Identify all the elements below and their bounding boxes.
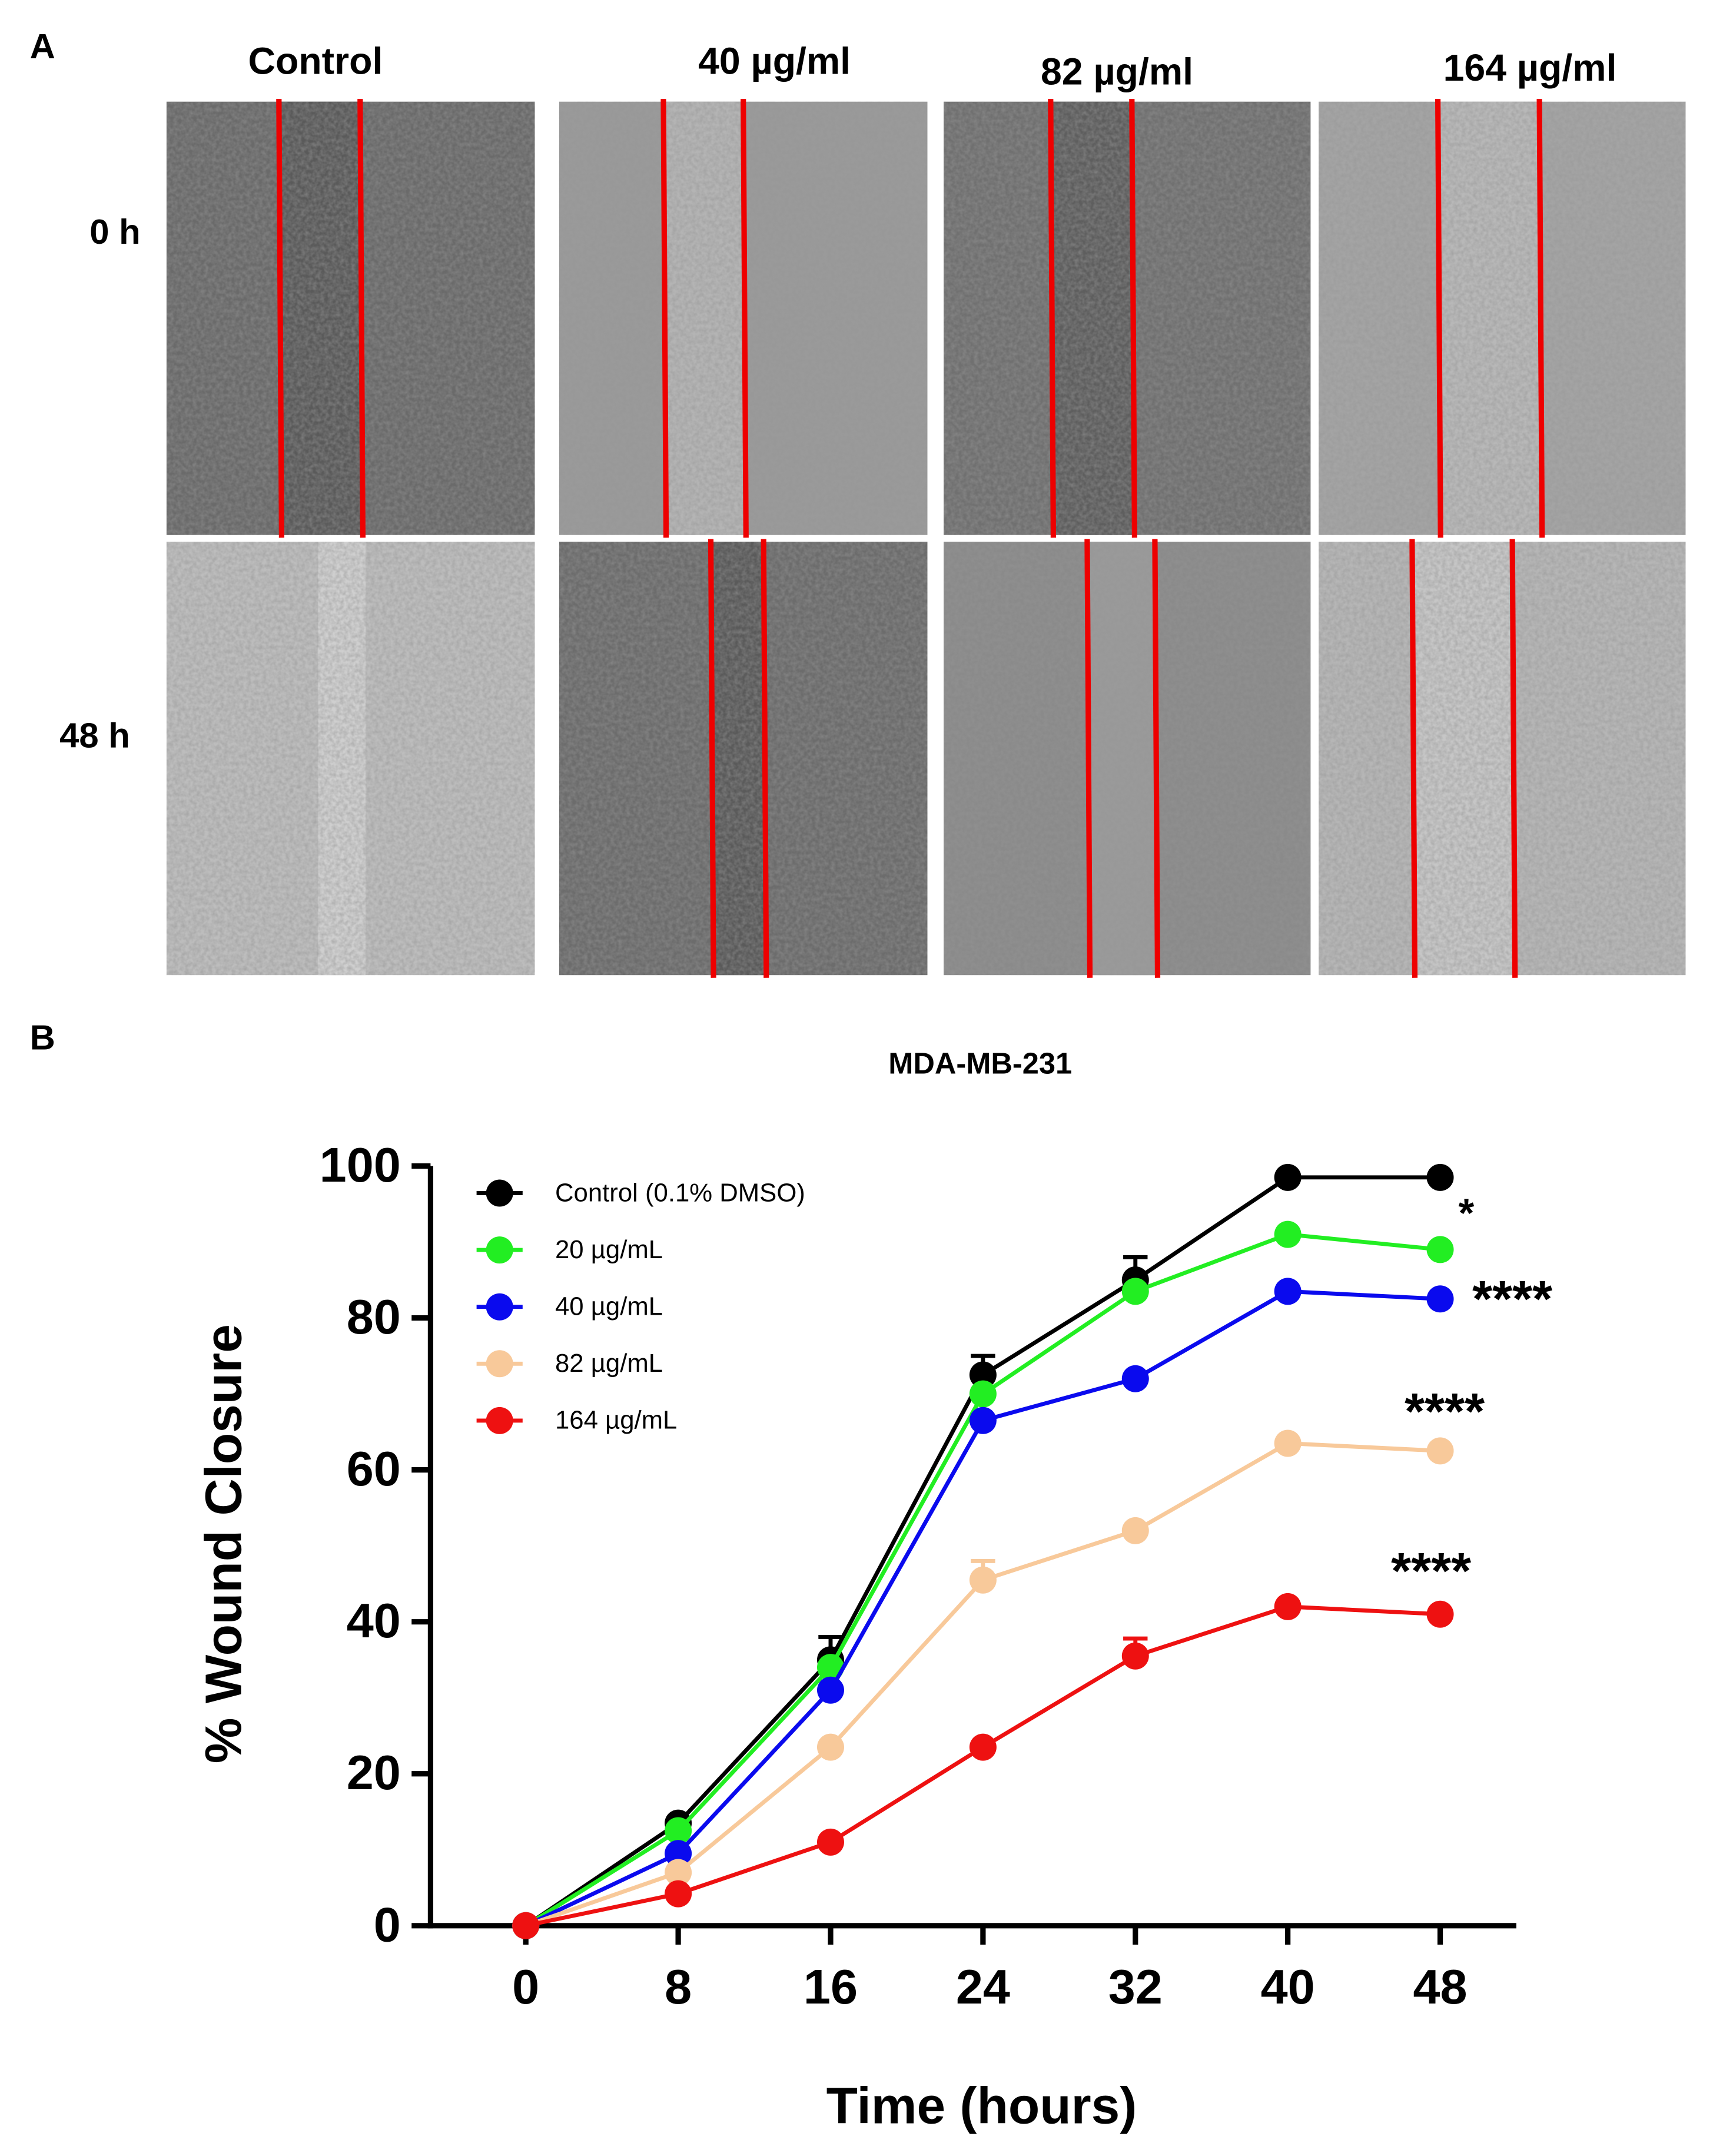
legend-label: 40 µg/mL bbox=[555, 1292, 663, 1321]
wound-edge bbox=[660, 99, 669, 538]
wound-edge bbox=[357, 99, 366, 538]
legend-marker bbox=[486, 1236, 513, 1264]
data-point bbox=[816, 1733, 844, 1761]
legend-marker bbox=[486, 1350, 513, 1378]
x-tick-label: 16 bbox=[804, 1959, 858, 2014]
data-point bbox=[1426, 1600, 1454, 1628]
data-point bbox=[969, 1361, 997, 1389]
y-tick-label: 100 bbox=[320, 1137, 401, 1192]
significance-label: **** bbox=[1472, 1270, 1552, 1328]
significance-label: * bbox=[1458, 1190, 1474, 1236]
column-label: Control bbox=[248, 39, 383, 82]
data-point bbox=[816, 1828, 844, 1856]
data-point bbox=[1121, 1517, 1149, 1544]
data-point bbox=[1121, 1365, 1149, 1392]
data-point bbox=[1121, 1278, 1149, 1305]
data-point bbox=[969, 1733, 997, 1761]
wound-edge bbox=[1048, 99, 1056, 538]
x-tick-label: 8 bbox=[665, 1959, 692, 2014]
data-point bbox=[665, 1817, 692, 1845]
legend-label: 82 µg/mL bbox=[555, 1349, 663, 1378]
cell-texture bbox=[166, 101, 535, 535]
data-point bbox=[665, 1859, 692, 1886]
row-label: 48 h bbox=[59, 715, 130, 755]
wound-edge bbox=[708, 539, 716, 978]
chart: B MDA-MB-231 0 20 40 60 80 100 0 8 16 24 32 40 48 Time … bbox=[30, 1017, 1553, 2134]
data-point bbox=[665, 1880, 692, 1908]
wound-edge bbox=[1129, 99, 1137, 538]
data-point bbox=[1121, 1642, 1149, 1670]
x-tick-label: 32 bbox=[1108, 1959, 1163, 2014]
x-tick-label: 48 bbox=[1413, 1959, 1467, 2014]
data-point bbox=[1426, 1236, 1454, 1263]
data-point bbox=[1274, 1593, 1302, 1620]
wound-edge bbox=[1084, 539, 1093, 978]
wound-edge bbox=[761, 539, 769, 978]
series-line bbox=[525, 1441, 1440, 1928]
legend-label: 20 µg/mL bbox=[555, 1235, 663, 1264]
data-point bbox=[1426, 1285, 1454, 1313]
data-point bbox=[1274, 1278, 1302, 1305]
panel-a: A Control 40 µg/ml 82 µg/ml 164 µg/ml 0 h 48 h bbox=[30, 26, 1686, 978]
wound-edge bbox=[1409, 539, 1418, 978]
wound-edge bbox=[1509, 539, 1518, 978]
cell-texture bbox=[166, 542, 535, 976]
y-tick-label: 80 bbox=[347, 1289, 401, 1344]
panel-label: A bbox=[30, 26, 55, 66]
wound-edge bbox=[1536, 99, 1545, 538]
data-point bbox=[512, 1912, 540, 1939]
legend-label: Control (0.1% DMSO) bbox=[555, 1178, 805, 1207]
chart-title: MDA-MB-231 bbox=[888, 1047, 1072, 1080]
data-point bbox=[969, 1566, 997, 1594]
cell-texture bbox=[944, 542, 1311, 976]
data-point bbox=[969, 1407, 997, 1434]
column-label: 164 µg/ml bbox=[1443, 47, 1617, 89]
x-axis-label: Time (hours) bbox=[826, 2077, 1137, 2135]
cell-texture bbox=[1319, 542, 1686, 976]
y-tick-label: 0 bbox=[374, 1897, 401, 1952]
y-axis-label: % Wound Closure bbox=[194, 1324, 252, 1763]
cell-texture bbox=[944, 101, 1311, 535]
y-tick-label: 40 bbox=[347, 1593, 401, 1648]
data-point bbox=[665, 1840, 692, 1868]
data-point bbox=[1426, 1437, 1454, 1465]
data-point bbox=[816, 1676, 844, 1704]
cell-texture bbox=[1319, 101, 1686, 535]
data-point bbox=[969, 1380, 997, 1408]
wound-edge bbox=[1152, 539, 1161, 978]
row-label: 0 h bbox=[89, 212, 140, 251]
x-tick-label: 24 bbox=[956, 1959, 1010, 2014]
legend-marker bbox=[486, 1293, 513, 1321]
cell-texture bbox=[559, 542, 928, 976]
series-line bbox=[524, 1175, 1440, 1928]
column-label: 40 µg/ml bbox=[698, 39, 851, 82]
data-point bbox=[1274, 1429, 1302, 1457]
wound-edge bbox=[1435, 99, 1443, 538]
panel-label: B bbox=[30, 1017, 55, 1057]
data-point bbox=[1274, 1220, 1302, 1248]
legend-marker bbox=[486, 1179, 513, 1207]
y-tick-label: 60 bbox=[347, 1441, 401, 1496]
x-tick-label: 40 bbox=[1261, 1959, 1315, 2014]
data-point bbox=[1274, 1163, 1302, 1191]
legend-label: 164 µg/mL bbox=[555, 1406, 677, 1435]
wound-edge bbox=[276, 99, 284, 538]
column-label: 82 µg/ml bbox=[1041, 51, 1193, 93]
x-tick-label: 0 bbox=[512, 1959, 539, 2014]
significance-label: **** bbox=[1391, 1542, 1471, 1600]
data-point bbox=[1426, 1163, 1454, 1191]
significance-label: **** bbox=[1405, 1382, 1485, 1440]
legend-marker bbox=[486, 1407, 513, 1434]
wound-edge bbox=[741, 99, 749, 538]
y-tick-label: 20 bbox=[347, 1745, 401, 1800]
